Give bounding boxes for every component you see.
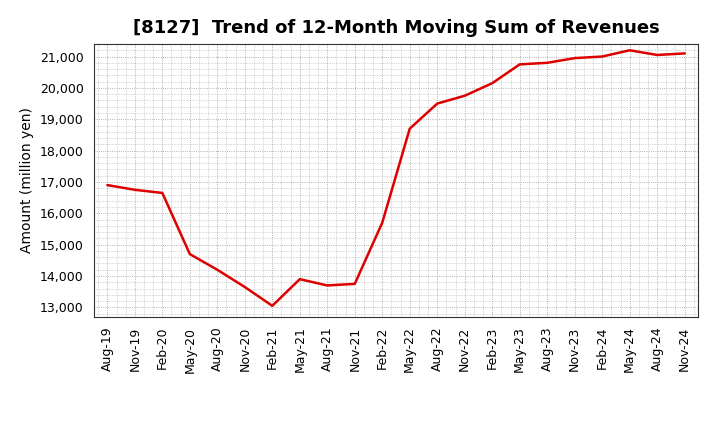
Title: [8127]  Trend of 12-Month Moving Sum of Revenues: [8127] Trend of 12-Month Moving Sum of R… bbox=[132, 19, 660, 37]
Y-axis label: Amount (million yen): Amount (million yen) bbox=[20, 107, 35, 253]
